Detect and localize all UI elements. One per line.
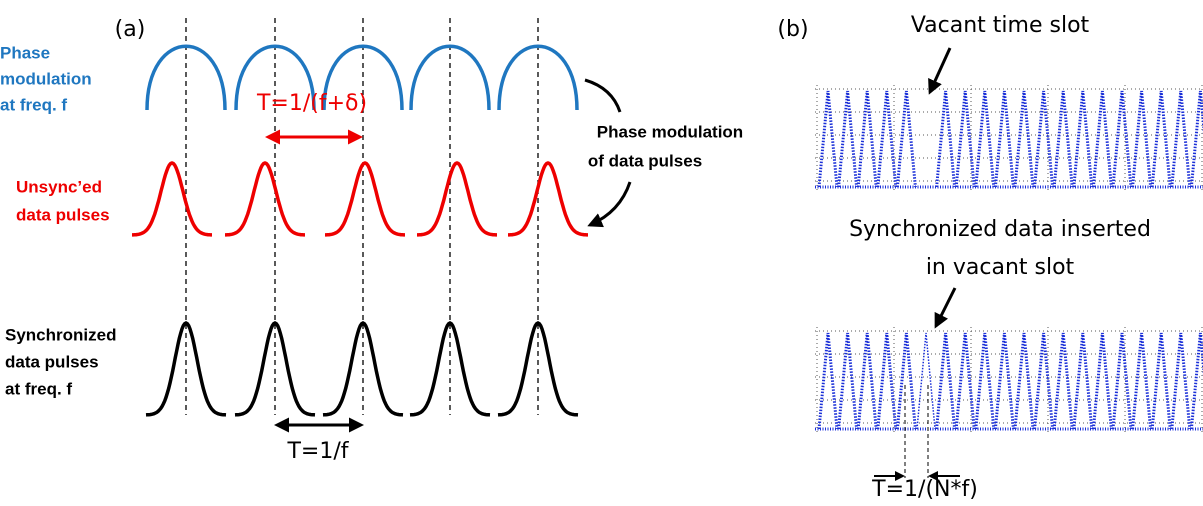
curved-arrow — [590, 182, 630, 225]
scope-pulse — [1172, 333, 1190, 429]
scope-pulse — [1133, 333, 1151, 429]
unsynced-pulse — [417, 163, 497, 235]
synchronized-label: Synchronized data pulses at freq. f — [5, 325, 116, 398]
scope-pulse — [937, 333, 955, 429]
scope-pulse — [976, 91, 994, 187]
scope-pulse — [1093, 91, 1111, 187]
scope-pulse — [1015, 333, 1033, 429]
slot-period: T=1/(N*f) — [871, 477, 978, 502]
scope-pulse — [1113, 91, 1131, 187]
text-line: Phase — [0, 43, 50, 62]
scope-pulse — [858, 333, 876, 429]
panel-b-label: (b) — [777, 17, 808, 42]
text-line: at freq. f — [5, 379, 72, 398]
sync-period: T=1/f — [286, 439, 349, 464]
scope-pulse — [1152, 91, 1170, 187]
scope-pulse — [1093, 333, 1111, 429]
unsynced-pulse — [508, 163, 588, 235]
scope-pulse — [937, 91, 955, 187]
text-line: of data pulses — [588, 151, 702, 170]
scope-pulse — [1191, 333, 1203, 429]
drawing — [132, 18, 1203, 478]
scope-pulse — [858, 91, 876, 187]
text-line: Phase modulation — [597, 122, 743, 141]
curved-arrow — [585, 80, 620, 112]
scope-pulse — [995, 91, 1013, 187]
text-line: at freq. f — [0, 95, 67, 114]
scope-pulse — [1074, 91, 1092, 187]
scope-pulse — [819, 333, 837, 429]
inserted-label: in vacant slot — [926, 255, 1075, 280]
scope-pulse — [1015, 91, 1033, 187]
scope-pulse — [819, 91, 837, 187]
modulation-of-pulses-label: Phase modulation of data pulses — [588, 122, 743, 170]
inserted-label: Synchronized data inserted — [849, 217, 1151, 242]
scope-pulse — [1113, 333, 1131, 429]
text-line: data pulses — [16, 205, 110, 224]
scope-pulse — [878, 91, 896, 187]
unsynced-label: Unsync’ed data pulses — [16, 177, 110, 224]
pointer-arrow — [936, 288, 955, 326]
scope-pulse — [1191, 91, 1203, 187]
pointer-arrow — [930, 48, 950, 92]
scope-pulse — [839, 333, 857, 429]
scope-pulse — [839, 91, 857, 187]
scope-pulse — [1035, 91, 1053, 187]
scope-pulse — [1054, 91, 1072, 187]
scope-pulse — [1035, 333, 1053, 429]
text-line: modulation — [0, 69, 92, 88]
unsynced-pulse — [225, 163, 305, 235]
scope-pulse — [995, 333, 1013, 429]
text-line: Synchronized — [5, 325, 116, 344]
unsynced-period: T=1/(f+δ) — [256, 91, 367, 116]
scope-pulse — [897, 91, 915, 187]
scope-pulse — [1074, 333, 1092, 429]
unsynced-pulse — [325, 163, 405, 235]
text-line: data pulses — [5, 352, 99, 371]
scope-pulse — [878, 333, 896, 429]
scope-pulse — [1172, 91, 1190, 187]
figure: (a) (b) Phase modulation at freq. f Unsy… — [0, 0, 1203, 506]
scope-pulse — [1152, 333, 1170, 429]
scope-pulse — [897, 333, 915, 429]
unsynced-pulse — [132, 163, 212, 235]
scope-pulse — [917, 333, 935, 429]
scope-pulse — [976, 333, 994, 429]
phase-modulation-label: Phase modulation at freq. f — [0, 43, 92, 114]
panel-a-label: (a) — [115, 17, 146, 42]
scope-pulse — [1133, 91, 1151, 187]
text-line: Unsync’ed — [16, 177, 102, 196]
scope-pulse — [1054, 333, 1072, 429]
vacant-label: Vacant time slot — [911, 13, 1090, 38]
